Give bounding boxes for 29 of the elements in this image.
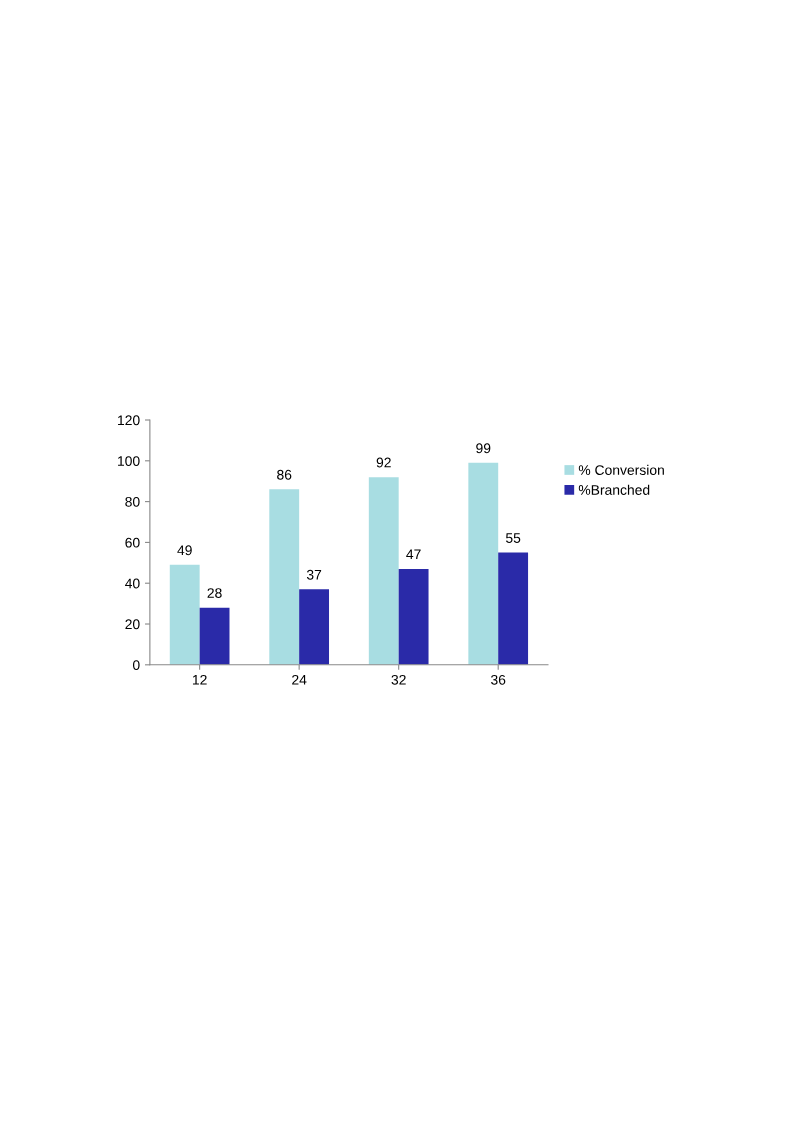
y-tick-label: 20: [125, 619, 140, 630]
bar: [468, 462, 499, 665]
bar: [368, 477, 399, 665]
bar: [269, 489, 300, 665]
y-tick-label: 60: [125, 537, 140, 548]
data-label: 99: [476, 443, 491, 454]
y-tick-label: 0: [132, 660, 140, 670]
x-tick-label: 24: [292, 674, 307, 685]
bar: [299, 589, 330, 665]
y-tick-label: 100: [118, 456, 140, 466]
y-tick-label: 120: [118, 415, 140, 426]
data-label: 37: [306, 569, 322, 580]
bar: [169, 564, 200, 665]
y-tick-label: 40: [125, 578, 140, 589]
data-label: 28: [207, 588, 222, 598]
data-label: 86: [277, 469, 292, 480]
x-tick-label: 32: [391, 674, 406, 685]
legend-label: % Conversion: [578, 464, 664, 475]
x-tick-label: 12: [192, 674, 207, 685]
bar: [398, 568, 429, 665]
x-tick-label: 36: [491, 674, 506, 685]
data-label: 49: [177, 545, 192, 556]
y-tick-label: 80: [125, 496, 140, 507]
bar: [199, 607, 230, 665]
data-label: 47: [406, 549, 421, 560]
data-label: 92: [376, 457, 391, 468]
legend-label: %Branched: [578, 484, 650, 495]
bar: [498, 552, 529, 665]
data-label: 55: [505, 533, 521, 543]
